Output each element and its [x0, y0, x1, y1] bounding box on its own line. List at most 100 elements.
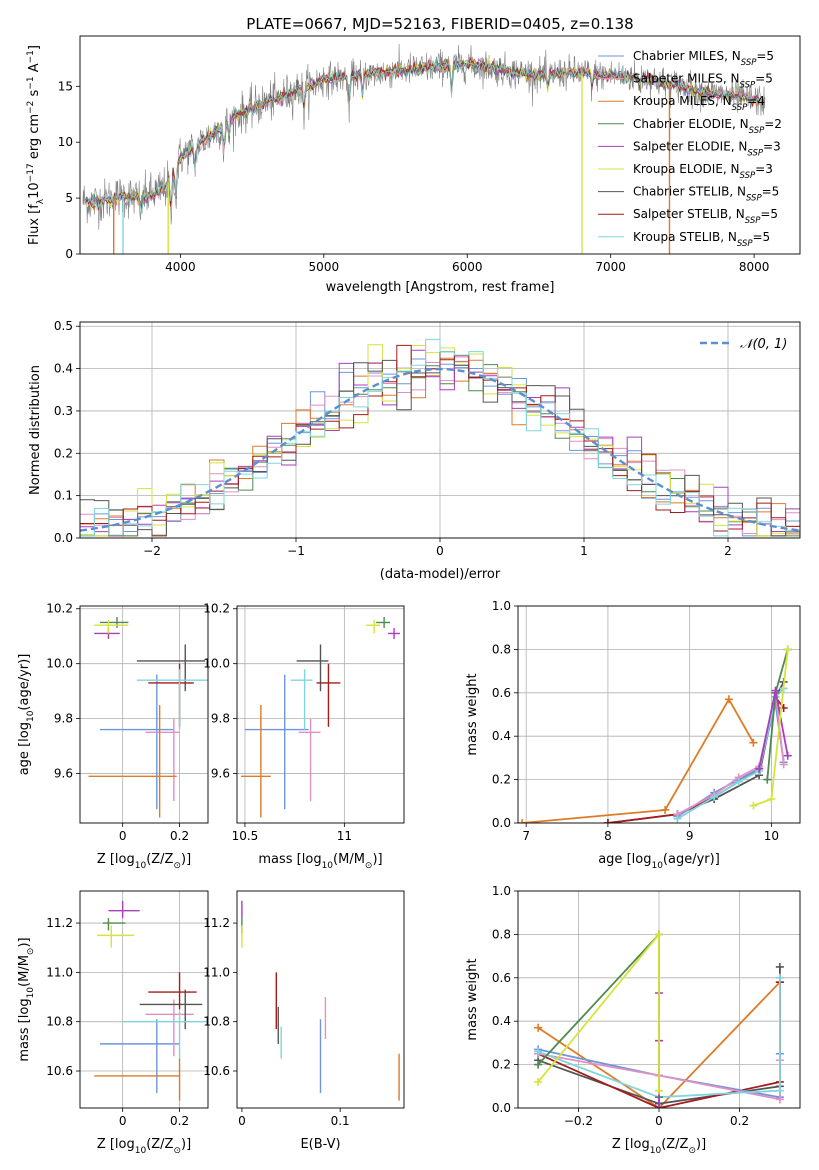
y-tick-label: 5 — [65, 191, 73, 205]
legend-sub: SSP — [749, 126, 765, 136]
label-part: 10 — [651, 861, 663, 871]
label-part: s — [27, 89, 42, 100]
errorbar-point — [94, 1058, 181, 1101]
axes-frame — [79, 605, 209, 824]
y-tick-label: 11.0 — [203, 965, 230, 979]
x-tick-label: 8 — [604, 829, 612, 843]
legend-model: Salpeter ELODIE, N — [633, 139, 747, 153]
series-marker — [767, 795, 776, 804]
legend-sub: SSP — [740, 171, 756, 181]
figure-title: PLATE=0667, MJD=52163, FIBERID=0405, z=0… — [246, 15, 633, 33]
x-axis-label: (data-model)/error — [380, 567, 501, 582]
y-tick-label: 0.2 — [492, 1058, 511, 1072]
label-part: )] — [181, 852, 191, 867]
legend-entry: Chabrier ELODIE, NSSP=2 — [633, 117, 782, 136]
axes-weight-Z: −0.2 0 0.2 0.0 0.2 0.4 0.6 0.8 1.0 Z [log10(Z/Z⊙)… — [465, 884, 801, 1156]
errorbar-point — [366, 619, 381, 634]
y-tick-label: 0.8 — [492, 642, 511, 656]
legend-nssp: =5 — [760, 207, 778, 221]
y-tick-label: 0.1 — [54, 489, 73, 503]
x-tick-label: 0 — [238, 1114, 246, 1128]
series-marker — [518, 819, 527, 823]
errorbar-point — [376, 616, 391, 628]
series-marker — [534, 1023, 543, 1032]
label-part: −2 — [26, 101, 36, 114]
label-part: λ — [36, 198, 46, 204]
errorbar-point — [88, 704, 177, 818]
errorbar-point — [99, 674, 174, 810]
errorbar-point — [290, 669, 313, 730]
axes-age-Z: 0 0.29.69.810.010.2Z [log10(Z/Z⊙)]age [lo… — [17, 602, 209, 871]
label-part: )] — [17, 937, 32, 947]
axes-frame — [79, 890, 209, 1109]
label-part: 10 — [135, 1146, 147, 1156]
errorbar-point — [388, 627, 401, 639]
label-part: (Z/Z — [661, 1137, 688, 1152]
errorbar-point — [94, 619, 129, 634]
plot-area-residuals — [80, 338, 800, 537]
y-axis-label: age [log10(age/yr)] — [17, 654, 36, 776]
legend-entry: Salpeter STELIB, NSSP=5 — [633, 207, 778, 226]
plot-area-weight-Z — [534, 930, 784, 1108]
y-tick-label: 9.6 — [211, 767, 230, 781]
y-tick-label: 10 — [58, 135, 73, 149]
y-tick-label: 0.8 — [492, 927, 511, 941]
y-tick-label: 0.6 — [492, 971, 511, 985]
label-part: )] — [181, 1137, 191, 1152]
y-tick-label: 11.2 — [46, 916, 73, 930]
axes-frame — [517, 605, 801, 824]
legend-model: Chabrier MILES, N — [633, 49, 741, 63]
series-marker — [749, 801, 758, 810]
label-part: 10 — [650, 1146, 662, 1156]
y-tick-label: 0.4 — [54, 362, 73, 376]
x-axis-label: age [log10(age/yr)] — [598, 852, 720, 871]
x-axis-label: mass [log10(M/M⊙)] — [258, 852, 382, 871]
errorbar-point — [298, 718, 321, 802]
x-tick-label: 5000 — [309, 260, 340, 274]
series-marker — [775, 973, 784, 982]
axes-mass-EBV: 0 0.1 10.6 10.8 11.0 11.2 E(B-V) — [203, 890, 405, 1152]
ticks-age-mass: 10.5 11 9.6 9.8 10.0 10.2 — [203, 602, 352, 843]
series-marker — [655, 1104, 663, 1108]
series-marker — [710, 792, 719, 801]
y-tick-label: 1.0 — [492, 599, 511, 613]
y-tick-label: 10.6 — [203, 1064, 230, 1078]
x-tick-label: 0.2 — [170, 1114, 189, 1128]
series-marker — [661, 805, 670, 814]
spectrum-model-line — [85, 57, 761, 211]
series-line — [522, 697, 755, 823]
plot-area-mass-Z — [94, 900, 208, 1101]
series-marker — [779, 760, 788, 769]
axes-frame — [517, 890, 801, 1109]
y-tick-label: 10.6 — [46, 1064, 73, 1078]
y-tick-label: 11.0 — [46, 965, 73, 979]
series-marker — [783, 751, 792, 760]
legend-sub: SSP — [747, 148, 763, 158]
ticks-mass-Z: 0 0.2 10.6 10.8 11.0 11.2 — [46, 916, 189, 1128]
legend-entry: Chabrier STELIB, NSSP=5 — [633, 185, 779, 204]
y-tick-label: 0.5 — [54, 319, 73, 333]
x-tick-label: 0 — [119, 829, 127, 843]
legend-sub: SSP — [737, 239, 753, 249]
legend-nssp: =3 — [755, 162, 773, 176]
label-part: age [log — [17, 722, 32, 775]
x-tick-label: 0.2 — [730, 1114, 749, 1128]
errorbar-point — [240, 704, 271, 818]
x-tick-label: 0.2 — [170, 829, 189, 843]
errorbar-point — [99, 616, 129, 628]
label-part: ⊙ — [365, 861, 373, 871]
label-part: (M/M — [333, 852, 365, 867]
x-tick-label: −0.2 — [564, 1114, 593, 1128]
series-marker — [655, 1086, 663, 1095]
label-part: ] — [27, 45, 42, 50]
y-tick-label: 15 — [58, 79, 73, 93]
legend-sub: SSP — [732, 103, 748, 113]
legend-entry: Kroupa MILES, NSSP=4 — [633, 94, 765, 113]
label-part: (age/yr)] — [663, 852, 720, 867]
legend-model: Kroupa MILES, N — [633, 94, 732, 108]
legend-model: Kroupa STELIB, N — [633, 230, 737, 244]
series-marker — [775, 962, 784, 971]
x-tick-label: 4000 — [165, 260, 196, 274]
errorbar-point — [122, 1011, 208, 1059]
